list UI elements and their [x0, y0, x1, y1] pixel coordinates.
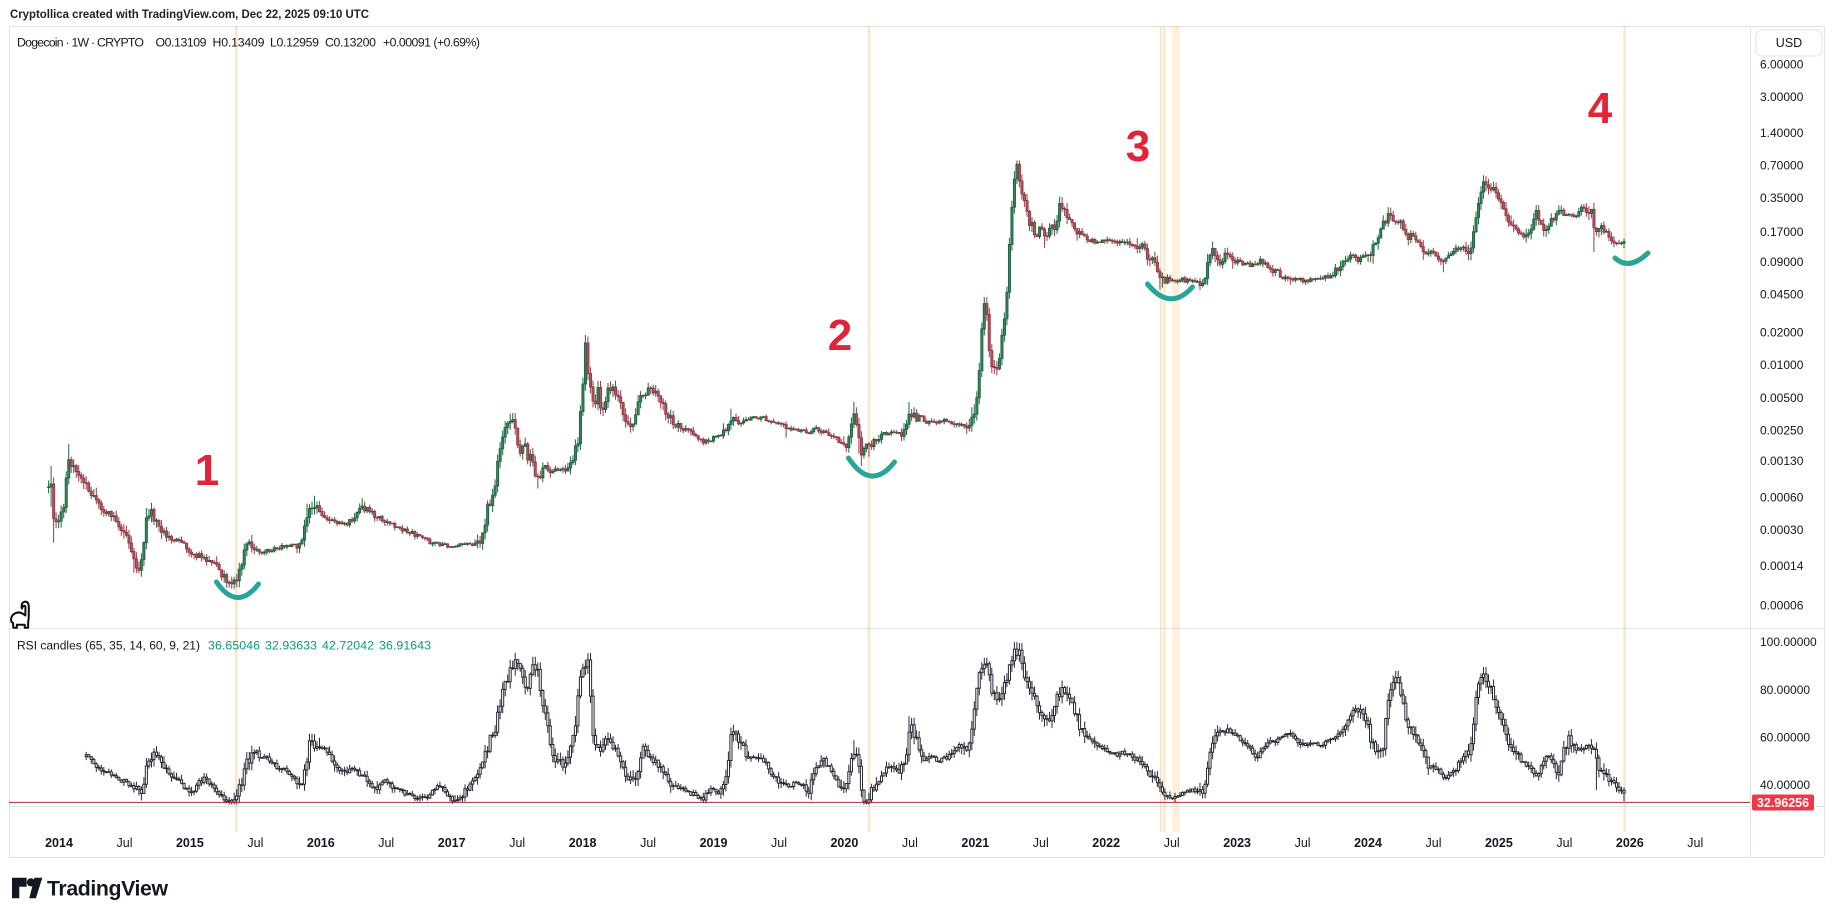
svg-text:0.04500: 0.04500 [1760, 288, 1804, 302]
svg-text:Jul: Jul [1295, 836, 1311, 850]
svg-text:4: 4 [1588, 84, 1613, 133]
svg-text:Jul: Jul [1033, 836, 1049, 850]
svg-text:32.93633: 32.93633 [265, 639, 317, 653]
svg-text:0.00130: 0.00130 [1760, 454, 1804, 468]
svg-text:RSI candles (65, 35, 14, 60, 9: RSI candles (65, 35, 14, 60, 9, 21) [17, 639, 200, 653]
svg-text:0.17000: 0.17000 [1760, 225, 1804, 239]
svg-text:3: 3 [1126, 122, 1150, 171]
svg-text:2014: 2014 [45, 836, 73, 850]
svg-text:H0.13409: H0.13409 [213, 36, 265, 50]
svg-text:Cryptollica created with Tradi: Cryptollica created with TradingView.com… [10, 7, 369, 21]
svg-text:0.00060: 0.00060 [1760, 491, 1804, 505]
svg-text:USD: USD [1776, 36, 1802, 50]
svg-text:Jul: Jul [378, 836, 394, 850]
svg-text:Jul: Jul [1687, 836, 1703, 850]
svg-text:Jul: Jul [509, 836, 525, 850]
svg-text:Dogecoin · 1W · CRYPTO: Dogecoin · 1W · CRYPTO [17, 36, 144, 50]
svg-text:2024: 2024 [1354, 836, 1382, 850]
svg-text:2: 2 [828, 311, 852, 360]
svg-text:42.72042: 42.72042 [322, 639, 374, 653]
svg-text:2025: 2025 [1485, 836, 1513, 850]
svg-text:Jul: Jul [640, 836, 656, 850]
svg-text:Jul: Jul [771, 836, 787, 850]
svg-text:TradingView: TradingView [47, 877, 168, 901]
svg-text:2017: 2017 [438, 836, 466, 850]
svg-text:0.00500: 0.00500 [1760, 391, 1804, 405]
svg-text:2015: 2015 [176, 836, 204, 850]
svg-text:1: 1 [195, 446, 219, 495]
svg-text:32.96256: 32.96256 [1757, 796, 1809, 810]
svg-text:60.00000: 60.00000 [1760, 731, 1810, 745]
svg-text:2016: 2016 [307, 836, 335, 850]
svg-text:2019: 2019 [700, 836, 728, 850]
svg-text:0.01000: 0.01000 [1760, 358, 1804, 372]
svg-text:0.00006: 0.00006 [1760, 599, 1804, 613]
svg-text:2021: 2021 [961, 836, 989, 850]
svg-text:2023: 2023 [1223, 836, 1251, 850]
svg-text:80.00000: 80.00000 [1760, 683, 1810, 697]
svg-text:36.65046: 36.65046 [208, 639, 260, 653]
svg-text:1.40000: 1.40000 [1760, 126, 1804, 140]
svg-text:0.02000: 0.02000 [1760, 326, 1804, 340]
svg-text:0.09000: 0.09000 [1760, 255, 1804, 269]
svg-text:O0.13109: O0.13109 [156, 36, 207, 50]
svg-text:Jul: Jul [1556, 836, 1572, 850]
svg-text:2018: 2018 [569, 836, 597, 850]
svg-text:2026: 2026 [1616, 836, 1644, 850]
svg-text:C0.13200: C0.13200 [325, 36, 376, 50]
svg-text:0.00014: 0.00014 [1760, 559, 1804, 573]
svg-text:36.91643: 36.91643 [379, 639, 431, 653]
svg-text:3.00000: 3.00000 [1760, 90, 1804, 104]
svg-text:0.70000: 0.70000 [1760, 159, 1804, 173]
svg-text:0.35000: 0.35000 [1760, 191, 1804, 205]
svg-text:2020: 2020 [830, 836, 858, 850]
svg-text:100.00000: 100.00000 [1760, 635, 1817, 649]
svg-text:Jul: Jul [1426, 836, 1442, 850]
svg-text:+0.00091 (+0.69%): +0.00091 (+0.69%) [383, 36, 480, 50]
svg-text:0.00030: 0.00030 [1760, 523, 1804, 537]
svg-text:L0.12959: L0.12959 [270, 36, 319, 50]
svg-text:6.00000: 6.00000 [1760, 58, 1804, 72]
svg-text:Jul: Jul [902, 836, 918, 850]
svg-text:Jul: Jul [247, 836, 263, 850]
svg-text:Jul: Jul [1164, 836, 1180, 850]
svg-text:Jul: Jul [117, 836, 133, 850]
svg-text:2022: 2022 [1092, 836, 1120, 850]
svg-text:40.00000: 40.00000 [1760, 778, 1810, 792]
svg-text:0.00250: 0.00250 [1760, 423, 1804, 437]
